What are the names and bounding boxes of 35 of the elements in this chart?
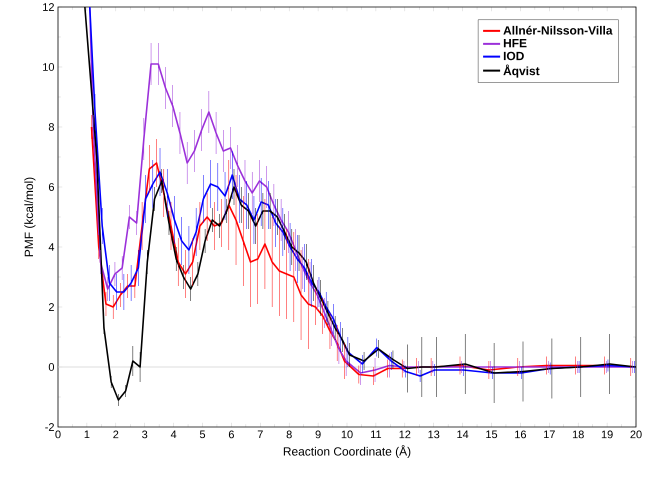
x-tick-label: 16 (515, 430, 526, 438)
legend-label: Åqvist (503, 64, 540, 78)
x-tick-label: 20 (630, 430, 642, 438)
x-axis-title: Reaction Coordinate (Å) (284, 445, 410, 458)
x-tick-label: 12 (400, 430, 410, 438)
x-tick-label: 7 (258, 430, 263, 438)
legend-label: HFE (504, 39, 527, 48)
y-tick-label: 10 (43, 63, 54, 71)
x-tick-label: 10 (342, 430, 353, 438)
x-tick-label: 15 (486, 430, 498, 438)
x-tick-label: 11 (371, 430, 382, 438)
x-tick-label: 9 (316, 430, 321, 438)
y-tick-label: 12 (43, 3, 54, 11)
y-tick-label: 2 (48, 303, 54, 311)
x-tick-label: 19 (602, 430, 613, 438)
x-tick-label: 18 (572, 430, 584, 438)
x-tick-label: 5 (200, 430, 206, 438)
y-tick-label: -2 (45, 423, 54, 431)
x-tick-label: 3 (142, 430, 148, 438)
x-tick-label: 4 (170, 430, 176, 438)
y-tick-label: 6 (48, 183, 54, 191)
y-axis-title: PMF (kcal/mol) (24, 178, 36, 256)
x-tick-label: 1 (84, 430, 90, 438)
y-tick-label: 4 (48, 243, 54, 251)
x-tick-label: 14 (457, 430, 468, 438)
y-tick-label: 8 (48, 123, 54, 131)
x-tick-label: 17 (544, 430, 555, 438)
x-tick-label: 13 (428, 430, 440, 438)
x-tick-label: 0 (55, 430, 61, 438)
x-tick-label: 8 (286, 430, 292, 438)
x-tick-label: 2 (113, 430, 118, 438)
legend-label: Allnér-Nilsson-Villa (503, 26, 613, 35)
x-tick-label: 6 (228, 430, 234, 438)
legend-label: IOD (504, 52, 524, 60)
y-tick-label: 0 (48, 363, 54, 371)
